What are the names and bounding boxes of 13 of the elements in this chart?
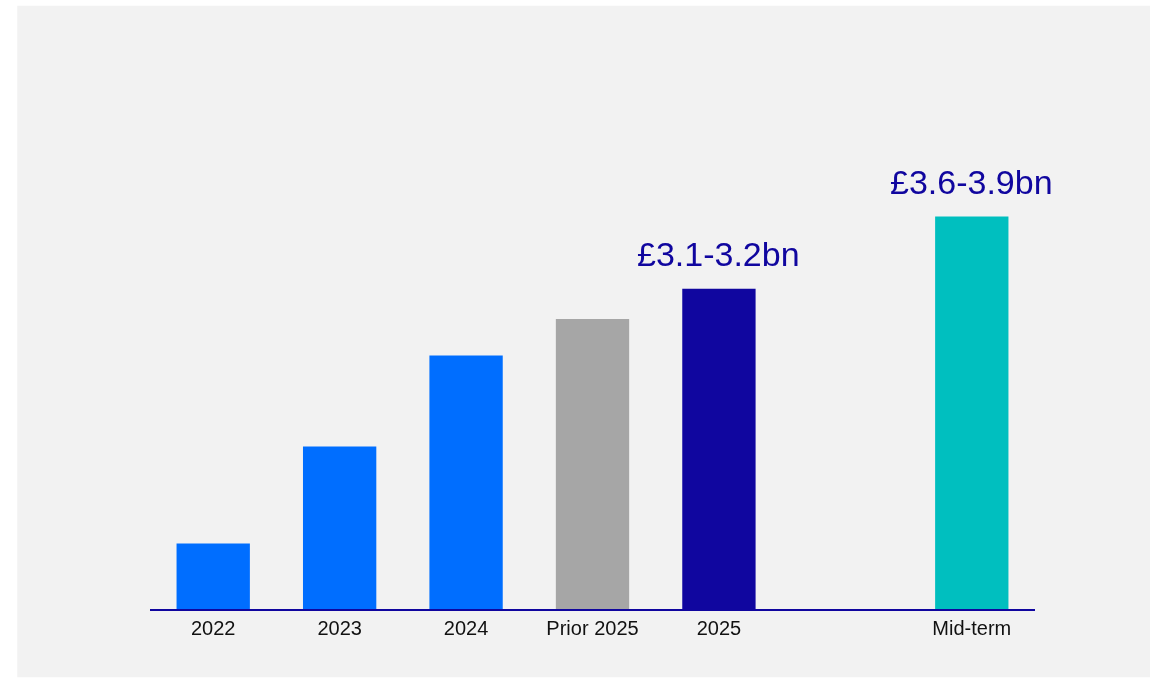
bar [935, 216, 1009, 609]
x-tick-label: Mid-term [932, 616, 1012, 639]
bar [429, 355, 503, 609]
x-tick-label: 2025 [696, 616, 742, 639]
bar [555, 319, 630, 609]
x-tick-label: Prior 2025 [546, 616, 639, 639]
x-tick-label: 2022 [190, 616, 236, 639]
annotation: £3.1-3.2bn [637, 235, 800, 273]
bar [176, 543, 250, 609]
annotation: £3.6-3.9bn [890, 163, 1053, 201]
x-tick-label: 2023 [317, 616, 362, 639]
bar [302, 446, 377, 609]
x-tick-label: 2024 [443, 616, 489, 639]
